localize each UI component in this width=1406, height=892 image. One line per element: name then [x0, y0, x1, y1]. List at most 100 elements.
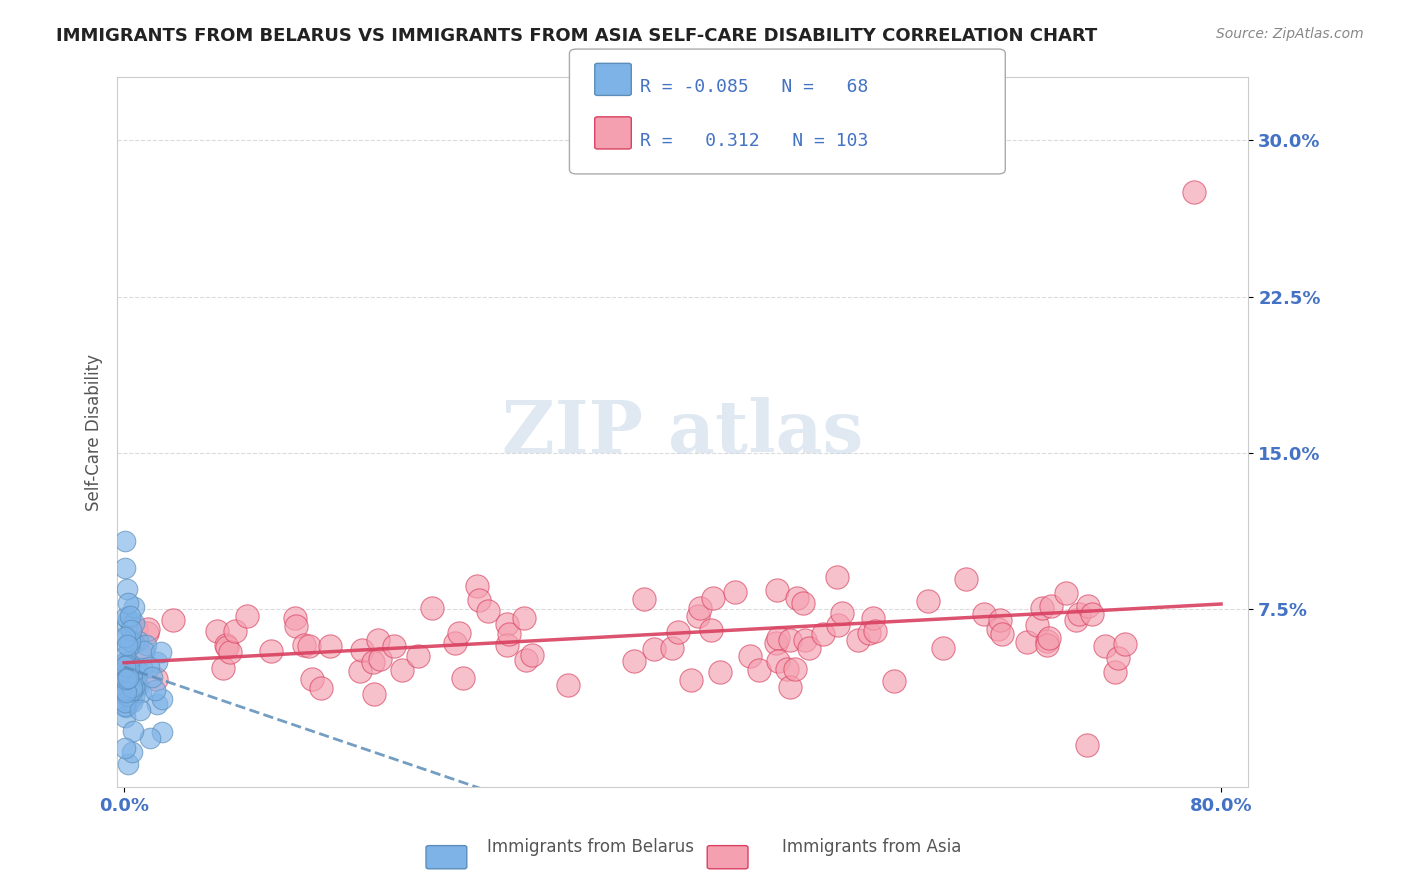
Point: [495, 617, 517, 632]
Point: [136, 622, 159, 636]
Point: [1182, 185, 1205, 199]
Point: [515, 653, 537, 667]
Point: [987, 622, 1010, 636]
Point: [917, 594, 939, 608]
Point: [139, 731, 162, 745]
Point: [349, 664, 371, 678]
Point: [121, 695, 143, 709]
Point: [779, 680, 801, 694]
Point: [122, 680, 145, 694]
Point: [145, 672, 167, 686]
Point: [882, 674, 904, 689]
Point: [477, 604, 499, 618]
Point: [117, 596, 139, 610]
Point: [765, 636, 787, 650]
Point: [352, 643, 374, 657]
Point: [991, 626, 1014, 640]
Point: [1064, 613, 1087, 627]
Point: [973, 607, 995, 622]
Text: Immigrants from Belarus: Immigrants from Belarus: [486, 838, 695, 856]
Point: [1026, 617, 1049, 632]
Point: [115, 638, 138, 652]
Text: Source: ZipAtlas.com: Source: ZipAtlas.com: [1216, 27, 1364, 41]
Point: [215, 640, 238, 654]
Point: [117, 671, 139, 685]
Point: [236, 609, 259, 624]
Point: [117, 612, 139, 626]
Point: [700, 623, 723, 637]
Point: [1077, 599, 1099, 614]
Point: [127, 679, 149, 693]
Point: [260, 644, 283, 658]
Point: [858, 626, 880, 640]
Text: ZIP atlas: ZIP atlas: [502, 397, 863, 467]
Point: [115, 672, 138, 686]
Point: [1104, 665, 1126, 680]
Point: [1036, 638, 1059, 652]
Point: [284, 610, 307, 624]
Point: [114, 533, 136, 548]
Point: [740, 649, 762, 664]
Point: [129, 647, 152, 661]
Point: [114, 740, 136, 755]
Point: [115, 618, 138, 632]
Text: Immigrants from Asia: Immigrants from Asia: [782, 838, 962, 856]
Point: [779, 632, 801, 647]
Point: [115, 685, 138, 699]
Point: [453, 671, 475, 685]
Point: [786, 591, 808, 605]
Point: [794, 632, 817, 647]
Point: [862, 611, 884, 625]
Point: [117, 669, 139, 683]
Point: [145, 697, 167, 711]
Point: [522, 648, 544, 663]
Point: [766, 631, 789, 645]
Point: [825, 570, 848, 584]
Point: [932, 640, 955, 655]
Point: [114, 710, 136, 724]
Point: [150, 692, 173, 706]
Point: [135, 638, 157, 652]
Point: [150, 645, 173, 659]
Point: [689, 600, 711, 615]
Point: [420, 601, 443, 615]
Point: [212, 661, 235, 675]
Text: R = -0.085   N =   68: R = -0.085 N = 68: [640, 78, 868, 96]
Point: [776, 662, 799, 676]
Point: [125, 622, 148, 636]
Point: [114, 561, 136, 575]
Point: [120, 657, 142, 671]
Point: [117, 656, 139, 670]
Point: [361, 655, 384, 669]
Point: [498, 627, 520, 641]
Point: [298, 639, 321, 653]
Point: [115, 672, 138, 686]
Point: [643, 642, 665, 657]
Point: [115, 681, 138, 695]
Point: [723, 585, 745, 599]
Point: [114, 659, 136, 673]
Point: [709, 665, 731, 679]
Point: [661, 641, 683, 656]
Point: [121, 745, 143, 759]
Point: [117, 658, 139, 673]
Point: [292, 638, 315, 652]
Point: [114, 630, 136, 644]
Point: [162, 613, 184, 627]
Point: [122, 636, 145, 650]
Point: [205, 624, 228, 638]
Point: [1094, 639, 1116, 653]
Text: IMMIGRANTS FROM BELARUS VS IMMIGRANTS FROM ASIA SELF-CARE DISABILITY CORRELATION: IMMIGRANTS FROM BELARUS VS IMMIGRANTS FR…: [56, 27, 1098, 45]
Point: [863, 624, 886, 639]
Point: [702, 591, 724, 605]
Point: [368, 652, 391, 666]
Point: [766, 654, 789, 668]
Point: [122, 690, 145, 704]
Point: [129, 703, 152, 717]
Point: [792, 596, 814, 610]
Point: [118, 695, 141, 709]
Point: [114, 683, 136, 698]
Point: [121, 682, 143, 697]
Point: [118, 639, 141, 653]
Point: [1076, 738, 1098, 752]
